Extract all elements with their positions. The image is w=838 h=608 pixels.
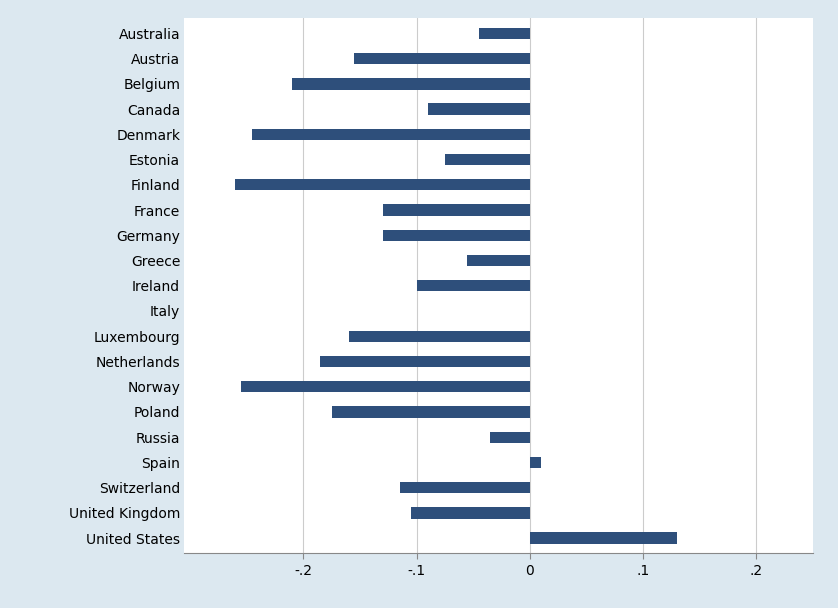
Bar (416, 280, 530, 291)
Bar (530, 457, 541, 468)
Bar (382, 204, 530, 216)
Bar (428, 103, 530, 115)
Bar (400, 482, 530, 493)
Bar (252, 129, 530, 140)
Bar (320, 356, 530, 367)
Bar (235, 179, 530, 190)
Bar (354, 53, 530, 64)
Bar (468, 255, 530, 266)
Bar (530, 533, 677, 544)
Bar (292, 78, 530, 89)
Bar (490, 432, 530, 443)
Bar (241, 381, 530, 392)
Bar (478, 28, 530, 39)
Bar (332, 406, 530, 418)
Bar (349, 331, 530, 342)
Bar (411, 507, 530, 519)
Bar (382, 230, 530, 241)
Bar (445, 154, 530, 165)
